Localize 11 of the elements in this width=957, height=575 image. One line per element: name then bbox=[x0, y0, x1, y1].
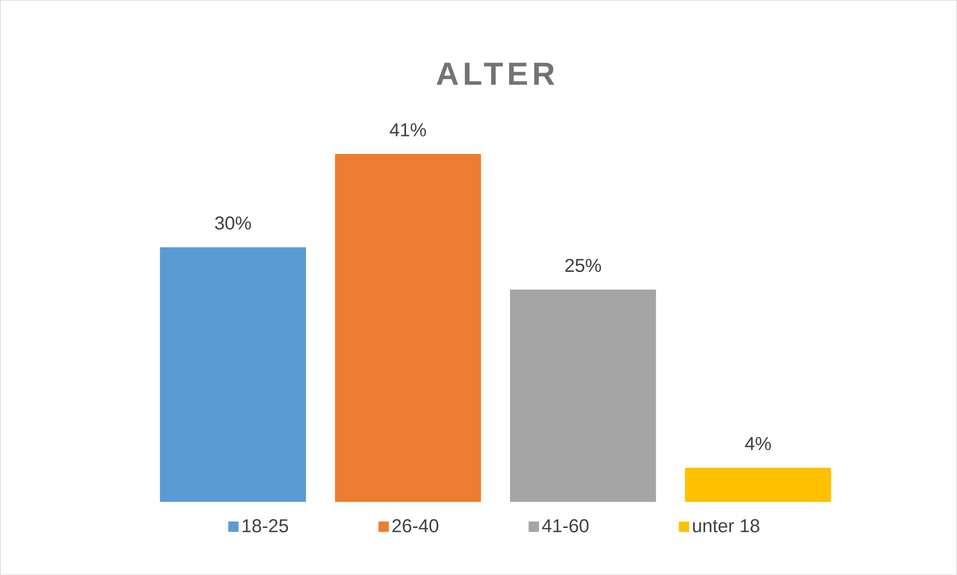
data-label: 25% bbox=[565, 258, 601, 272]
legend-label: 41-60 bbox=[542, 519, 589, 532]
data-label: 4% bbox=[745, 436, 771, 450]
bar bbox=[510, 290, 656, 502]
bar bbox=[334, 154, 482, 502]
chart-title: ALTER bbox=[436, 62, 554, 85]
data-label: 30% bbox=[215, 216, 251, 230]
data-label: 41% bbox=[390, 123, 426, 136]
legend-label: 26-40 bbox=[392, 519, 438, 532]
legend-label: 18-25 bbox=[242, 519, 288, 532]
legend-label: unter 18 bbox=[693, 519, 760, 532]
